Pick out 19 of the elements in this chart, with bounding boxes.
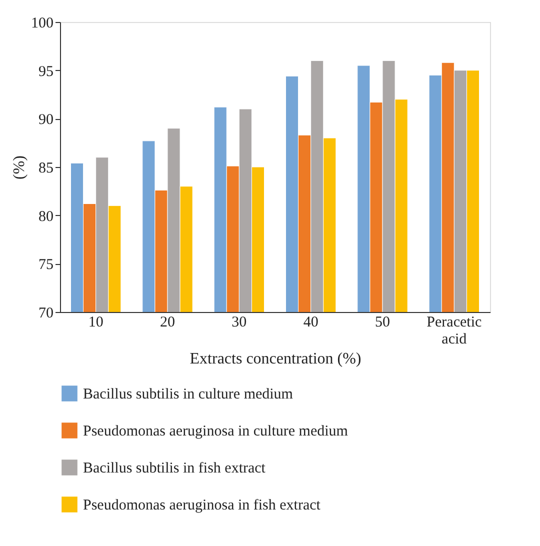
y-tick-label: 90	[38, 112, 54, 128]
legend-label: Pseudomonas aeruginosa in culture medium	[83, 424, 348, 440]
x-tick-label: 10	[88, 314, 104, 330]
x-axis-title: Extracts concentration (%)	[190, 350, 362, 368]
y-tick-label: 85	[38, 160, 54, 176]
x-tick-label: 30	[232, 314, 247, 330]
legend-label: Bacillus subtilis in culture medium	[83, 386, 294, 402]
y-axis-title: (%)	[11, 156, 28, 180]
x-tick-label: Peracetic acid	[426, 314, 482, 348]
x-tick-label: 20	[160, 314, 175, 330]
legend-label: Bacillus subtilis in fish extract	[83, 460, 266, 476]
y-tick-label: 75	[38, 257, 54, 274]
y-tick-label: 70	[38, 306, 54, 322]
legend-label: Pseudomonas aeruginosa in fish extract	[83, 498, 322, 514]
x-tick-label: 40	[303, 314, 318, 330]
x-tick-label: 50	[375, 314, 390, 330]
y-tick-label: 100	[31, 16, 54, 32]
y-tick-label: 95	[38, 64, 54, 80]
y-tick-label: 80	[38, 208, 54, 225]
